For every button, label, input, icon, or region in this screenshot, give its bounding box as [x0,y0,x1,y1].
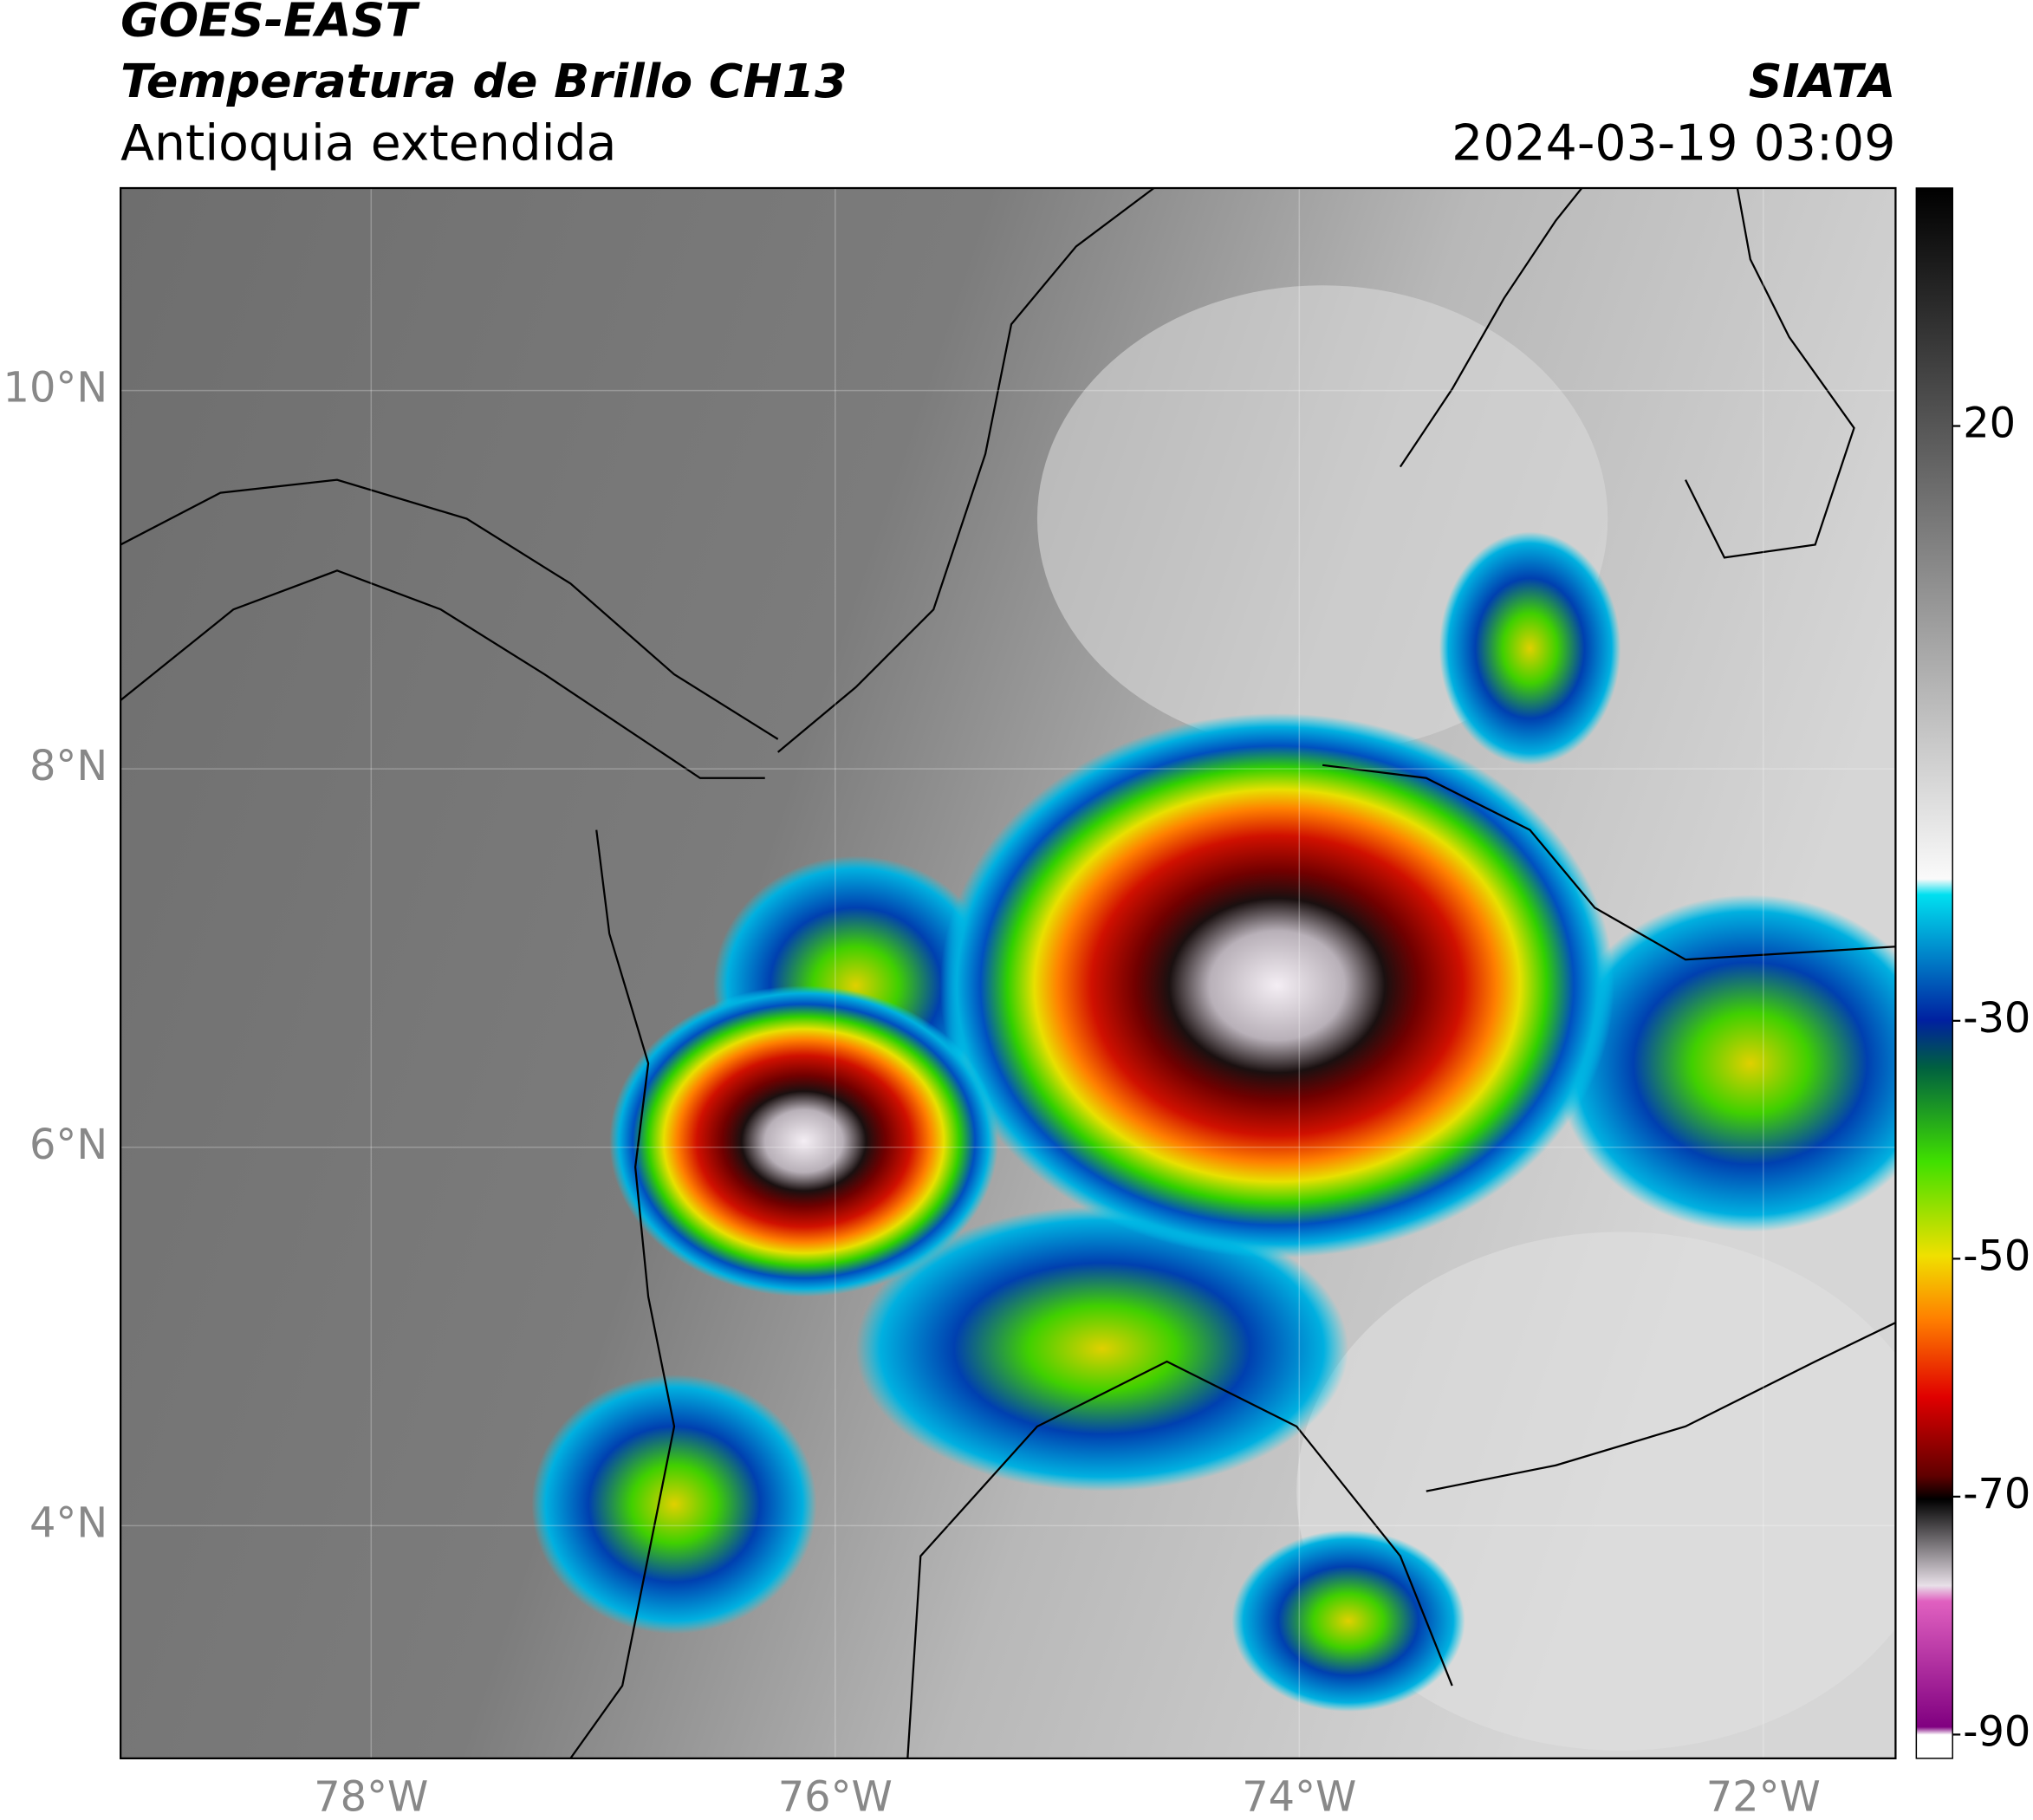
colorbar-tick-label: -90 [1963,1708,2030,1756]
x-tick-label: 74°W [1242,1774,1356,1820]
region: Antioquia extendida [120,115,616,172]
x-tick-label: 76°W [778,1774,893,1820]
y-tick-label: 8°N [29,743,107,790]
x-tick-label: 78°W [314,1774,428,1820]
x-tick-label: 72°W [1706,1774,1821,1820]
colorbar [1915,187,1953,1759]
title: GOES-EAST [120,0,420,48]
y-tick-label: 10°N [3,365,108,413]
map-imagery [120,188,1896,1758]
colorbar-tick-label: -30 [1963,995,2030,1043]
y-tick-label: 4°N [29,1499,107,1547]
colorbar-tick-label: -50 [1963,1232,2030,1280]
subtitle: Temperatura de Brillo CH13 [120,54,847,108]
colorbar-tick-label: -70 [1963,1471,2030,1518]
datetime: 2024-03-19 03:09 [1452,115,1895,172]
source: SIATA [1749,54,1896,108]
colorbar-tick-label: 20 [1963,400,2016,448]
y-tick-label: 6°N [29,1121,107,1169]
map-frame [120,186,1897,1759]
